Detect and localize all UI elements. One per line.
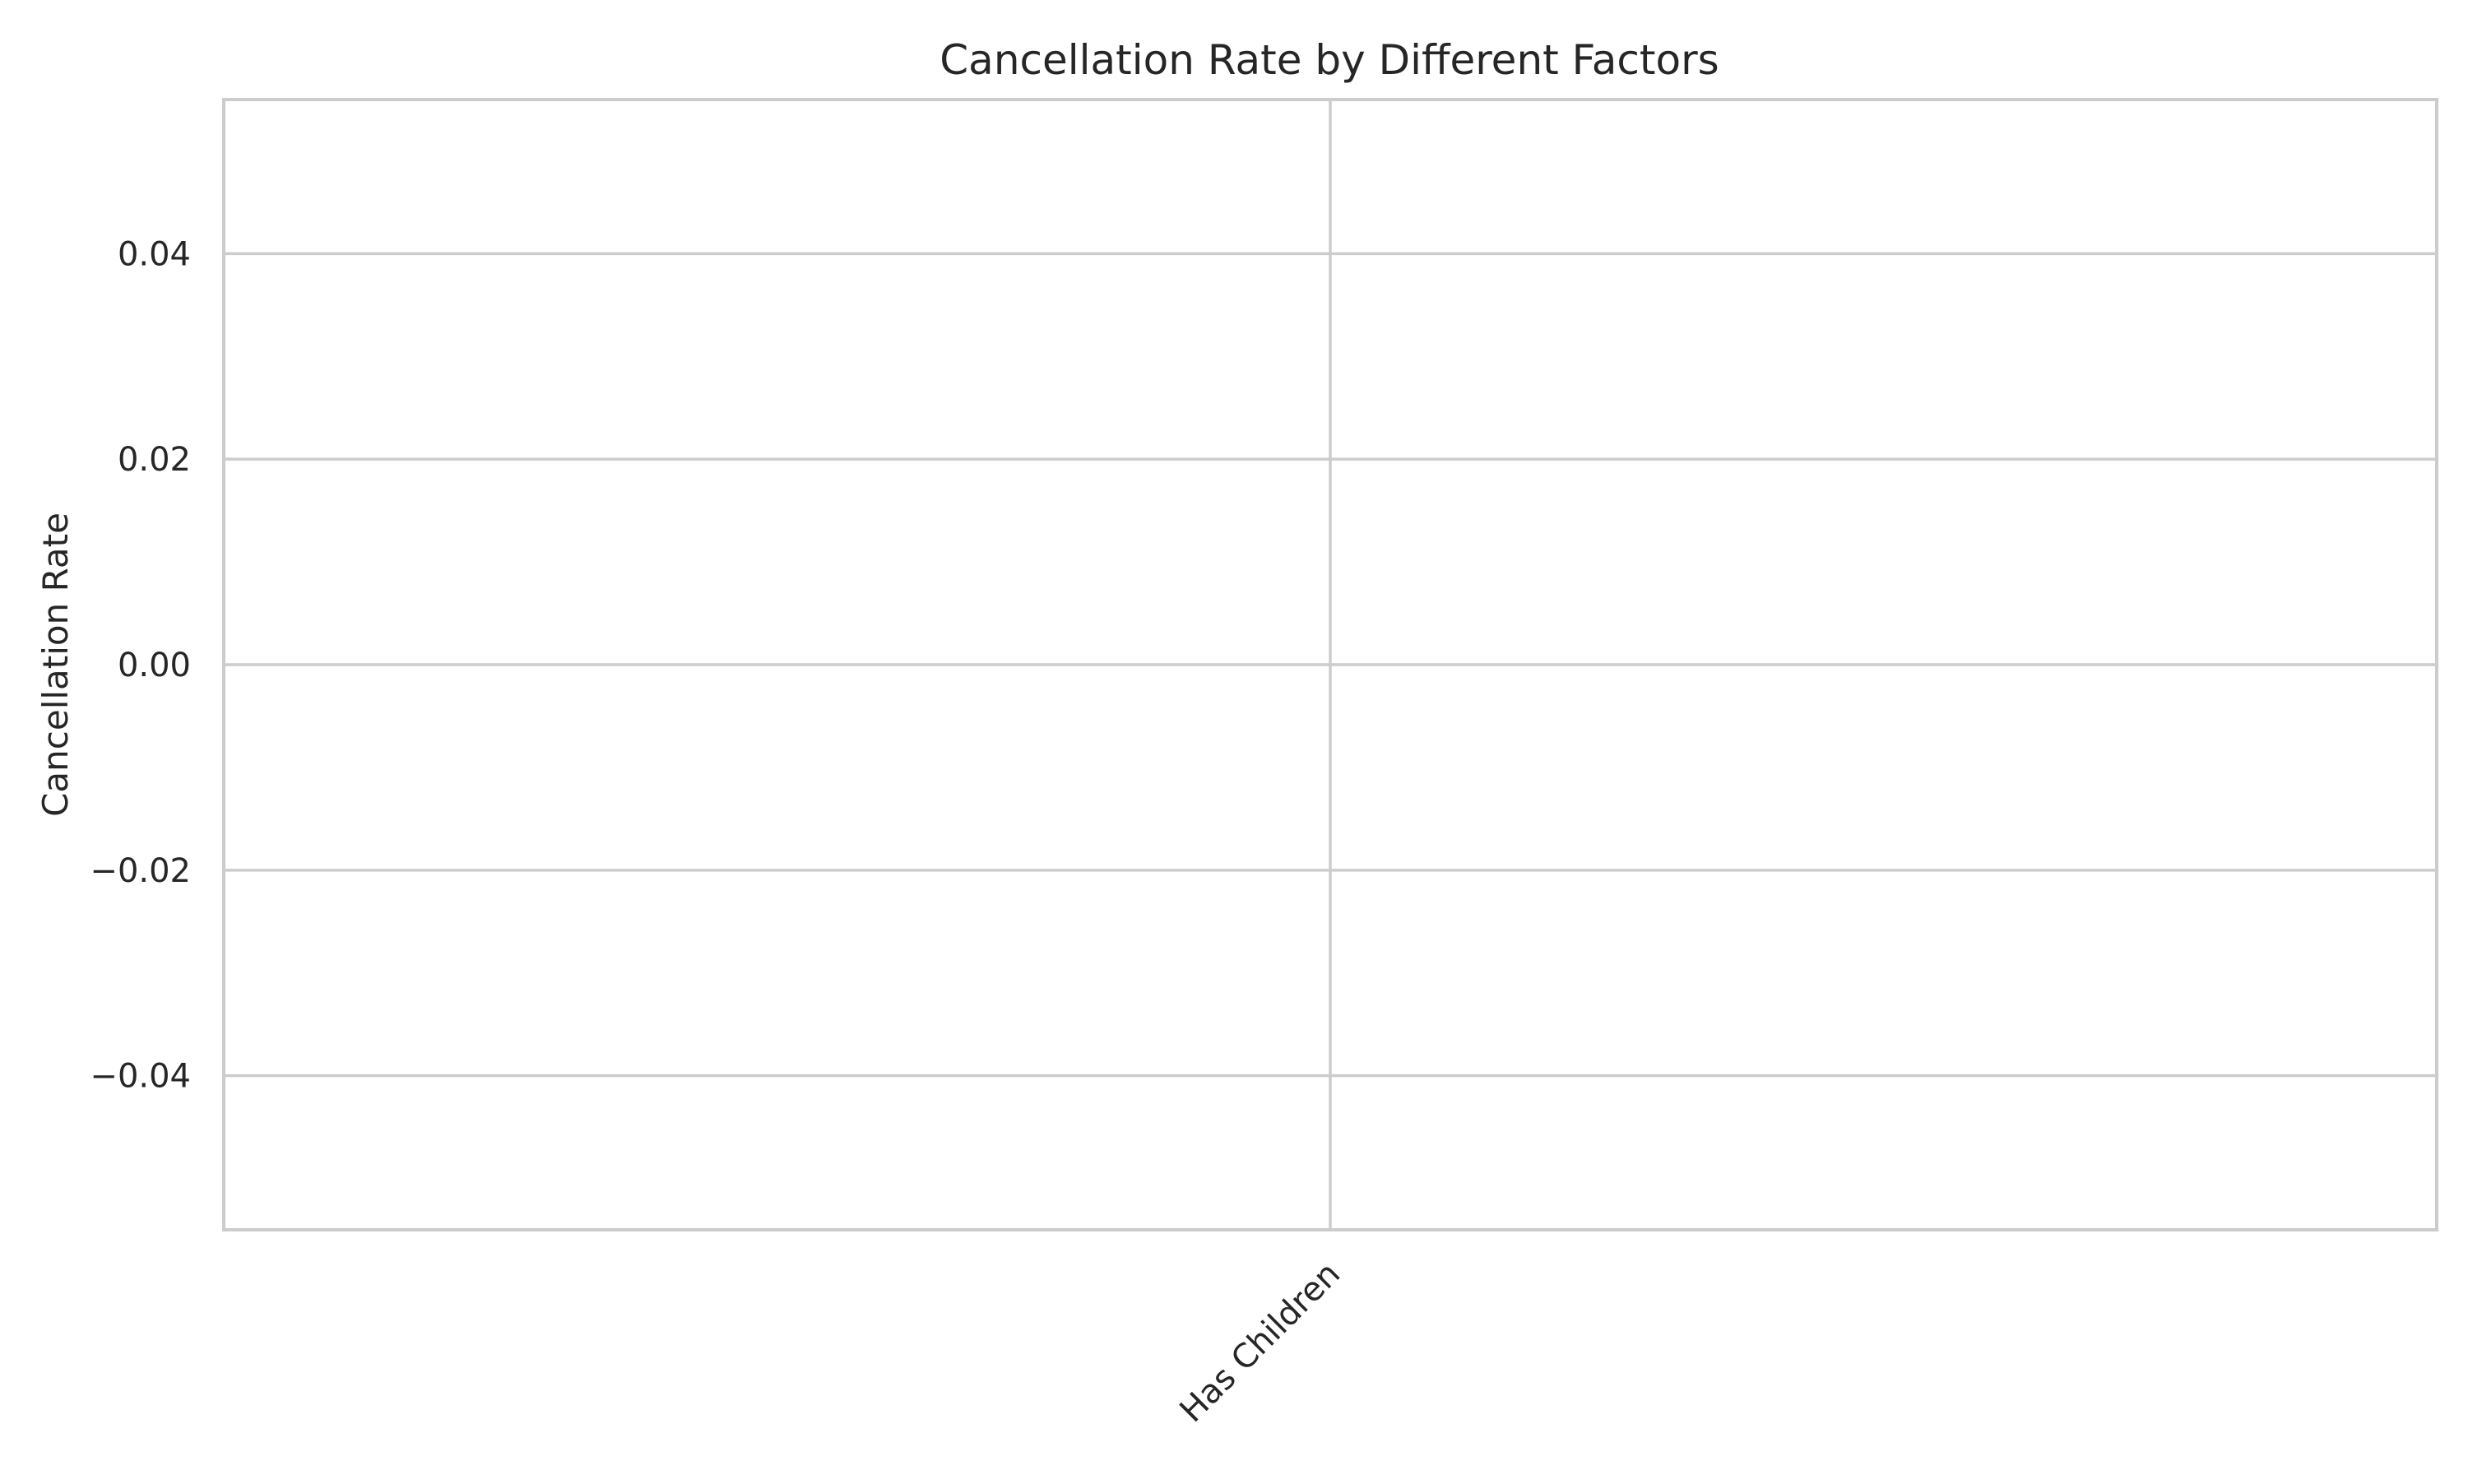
y-tick-label: 0.04 — [118, 235, 191, 273]
chart-title: Cancellation Rate by Different Factors — [939, 36, 1719, 84]
plot-frame — [222, 98, 2438, 1231]
y-tick-label: 0.00 — [118, 647, 191, 684]
y-tick-label: −0.04 — [90, 1058, 191, 1096]
y-tick-label: 0.02 — [118, 441, 191, 479]
y-tick-label: −0.02 — [90, 852, 191, 890]
y-axis-label: Cancellation Rate — [35, 512, 76, 817]
y-tick-labels: −0.04 −0.02 0.00 0.02 0.04 — [90, 235, 191, 1095]
grid-layer — [224, 100, 2437, 1230]
